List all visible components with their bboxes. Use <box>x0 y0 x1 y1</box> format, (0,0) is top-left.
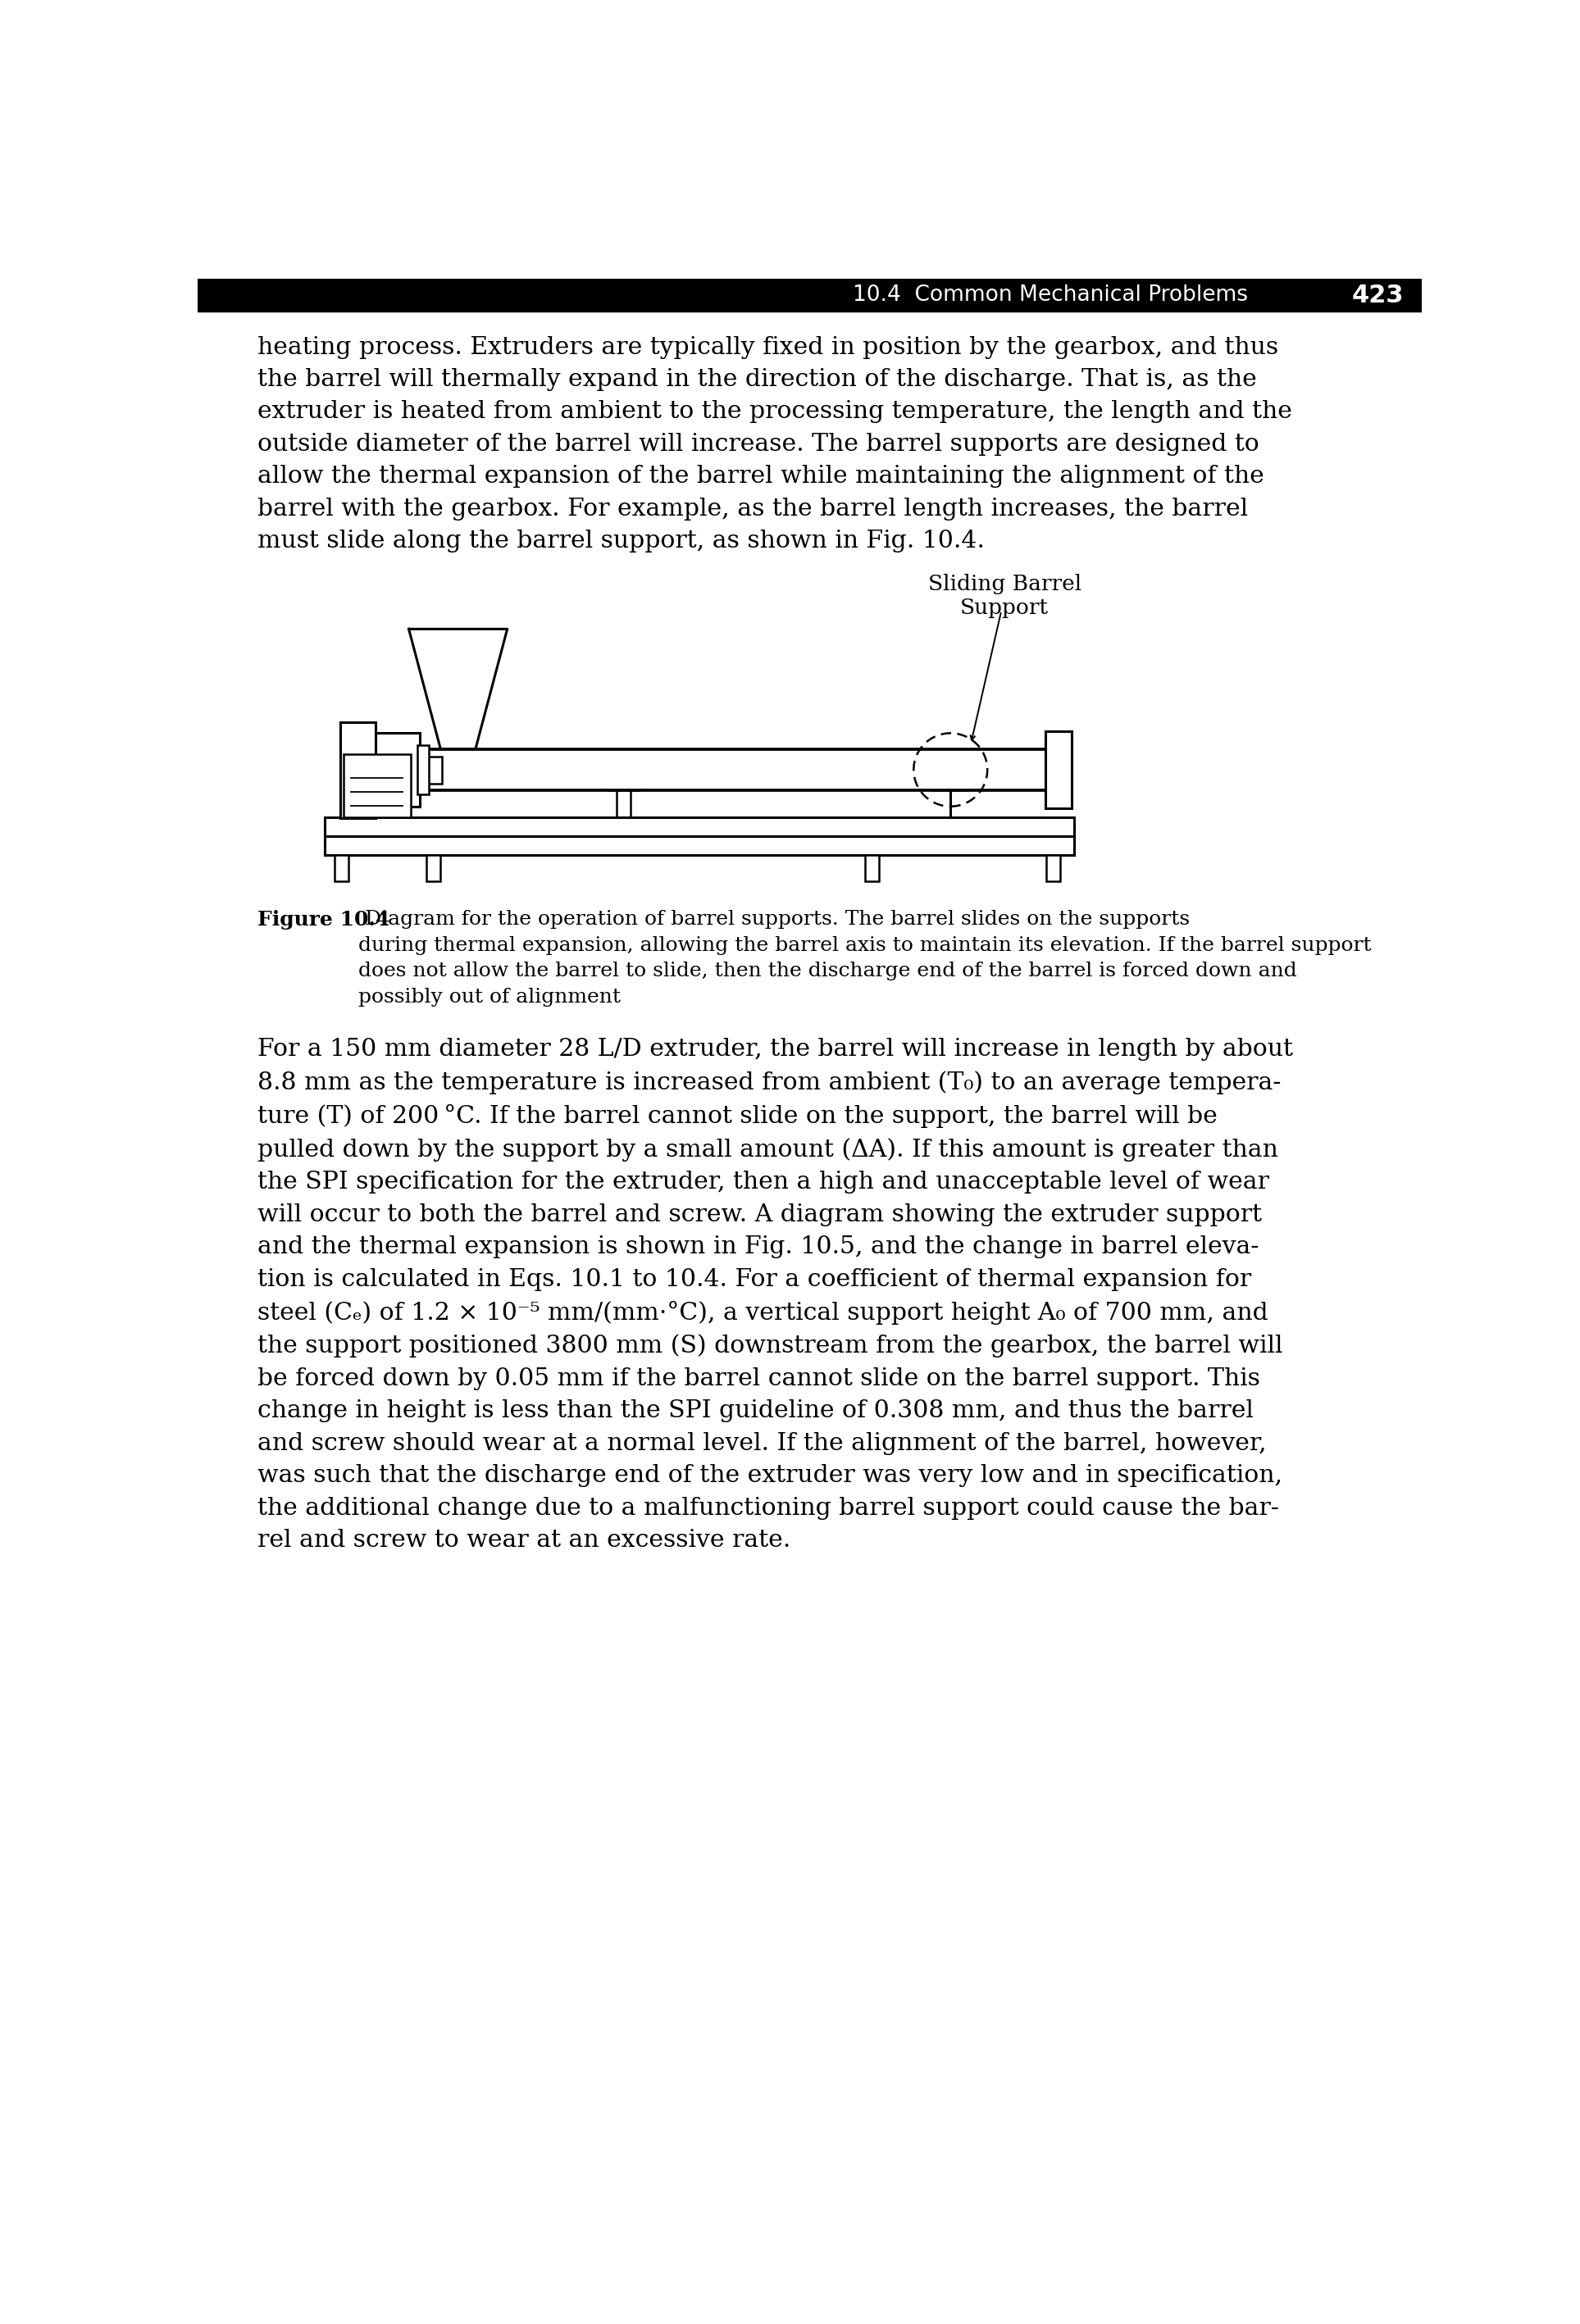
Bar <box>1046 855 1060 881</box>
Bar <box>333 855 348 881</box>
Text: Diagram for the operation of barrel supports. The barrel slides on the supports
: Diagram for the operation of barrel supp… <box>359 911 1371 1006</box>
Bar <box>1046 732 1071 809</box>
Bar <box>324 818 1074 837</box>
Text: heating process. Extruders are typically fixed in position by the gearbox, and t: heating process. Extruders are typically… <box>258 335 1292 553</box>
Bar <box>344 753 411 818</box>
Bar <box>420 755 442 783</box>
Text: For a 150 mm diameter 28 L/D extruder, the barrel will increase in length by abo: For a 150 mm diameter 28 L/D extruder, t… <box>258 1039 1294 1552</box>
Bar <box>324 837 1074 855</box>
Bar <box>417 746 428 795</box>
Bar <box>864 855 878 881</box>
Bar <box>198 279 1422 311</box>
Text: 10.4  Common Mechanical Problems: 10.4 Common Mechanical Problems <box>853 284 1248 307</box>
Bar <box>340 723 376 818</box>
Text: 423: 423 <box>1352 284 1405 307</box>
Text: Figure 10.4: Figure 10.4 <box>258 911 390 930</box>
Bar <box>427 855 441 881</box>
Bar <box>376 732 420 806</box>
Text: Sliding Barrel
Support: Sliding Barrel Support <box>927 574 1081 618</box>
